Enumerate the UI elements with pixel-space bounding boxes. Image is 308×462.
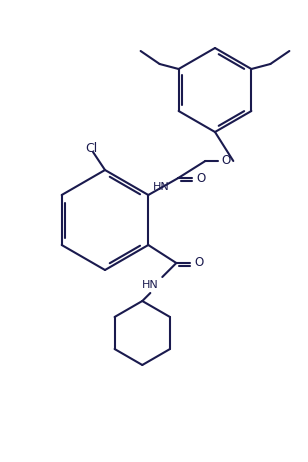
Text: O: O	[195, 256, 204, 269]
Text: O: O	[197, 171, 206, 184]
Text: HN: HN	[153, 182, 170, 192]
Text: HN: HN	[142, 280, 159, 290]
Text: Cl: Cl	[85, 141, 97, 154]
Text: O: O	[222, 154, 231, 168]
